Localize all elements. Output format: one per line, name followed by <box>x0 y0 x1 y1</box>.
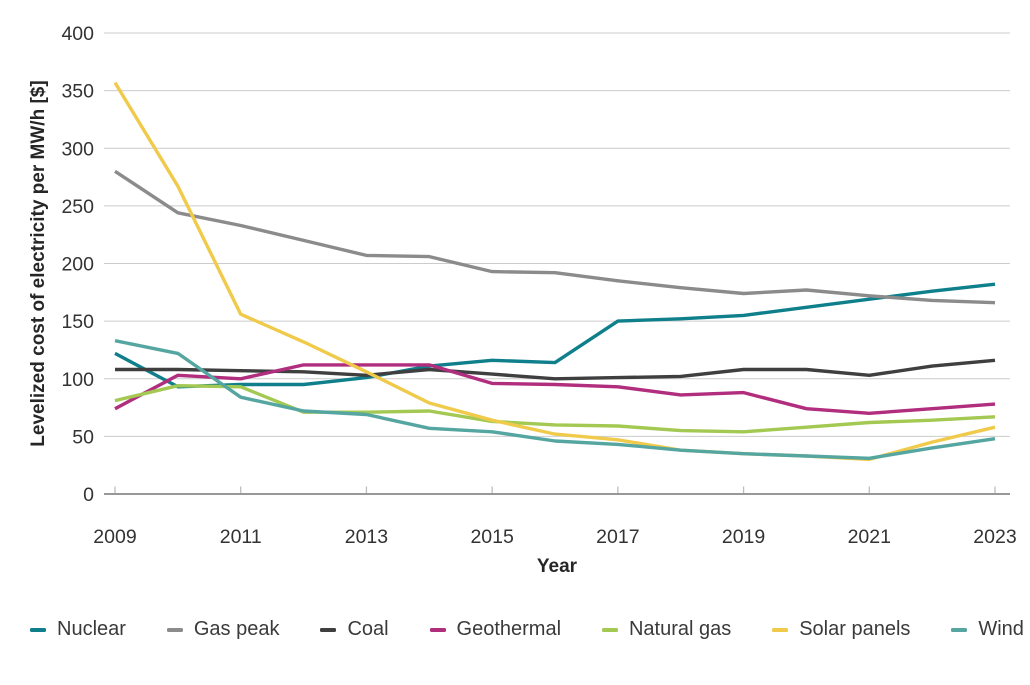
legend-item-coal: Coal <box>320 618 389 641</box>
legend-item-solar-panels: Solar panels <box>772 618 910 641</box>
x-tick-label: 2021 <box>848 526 891 548</box>
y-tick-label: 300 <box>61 138 94 160</box>
x-tick-label: 2015 <box>470 526 514 548</box>
y-tick-label: 0 <box>83 484 94 506</box>
legend-swatch-gas-peak <box>166 627 183 632</box>
series-line-natural-gas <box>114 384 996 434</box>
legend-label: Solar panels <box>799 618 911 640</box>
legend-item-natural-gas: Natural gas <box>601 618 732 641</box>
legend-label: Nuclear <box>57 618 126 640</box>
legend-label: Gas peak <box>193 618 280 640</box>
x-axis-title: Year <box>537 556 578 577</box>
legend-item-wind: Wind <box>951 618 1024 641</box>
legend-item-gas-peak: Gas peak <box>166 618 280 641</box>
x-tick-label: 2017 <box>596 526 639 548</box>
legend-swatch-nuclear <box>30 627 46 632</box>
legend-label: Coal <box>347 618 389 640</box>
legend-label: Natural gas <box>628 618 732 640</box>
y-tick-label: 200 <box>61 254 94 276</box>
legend-label: Wind <box>978 618 1024 640</box>
y-tick-label: 50 <box>72 426 94 448</box>
y-tick-label: 150 <box>61 311 94 333</box>
chart-legend: Nuclear Gas peak Coal Geothermal Natural gas… <box>30 618 1024 641</box>
series-line-geothermal <box>114 363 996 415</box>
y-tick-label: 100 <box>61 369 94 391</box>
legend-swatch-geothermal <box>429 627 446 632</box>
legend-swatch-coal <box>320 627 337 632</box>
series-line-nuclear <box>114 282 996 389</box>
series-line-coal <box>115 358 996 381</box>
x-tick-label: 2023 <box>973 526 1016 548</box>
x-tick-label: 2009 <box>93 526 136 548</box>
legend-item-geothermal: Geothermal <box>429 618 562 641</box>
legend-item-nuclear: Nuclear <box>30 618 126 641</box>
y-axis-title: Levelized cost of electricity per MW/h [… <box>28 80 49 446</box>
legend-swatch-wind <box>951 627 968 632</box>
x-tick-label: 2019 <box>722 526 765 548</box>
legend-label: Geothermal <box>456 618 562 640</box>
legend-swatch-natural-gas <box>601 627 618 632</box>
x-tick-label: 2011 <box>220 526 262 548</box>
series-line-gas-peak <box>114 169 996 305</box>
series-line-wind <box>114 339 996 460</box>
y-tick-label: 250 <box>61 196 94 218</box>
y-tick-label: 400 <box>61 23 94 45</box>
y-tick-label: 350 <box>61 81 94 103</box>
x-tick-label: 2013 <box>345 526 388 548</box>
legend-swatch-solar-panels <box>772 627 789 632</box>
plot-area: 0 50 100 150 200 250 300 350 400 2009 2011 2013 2015… <box>28 23 1017 577</box>
